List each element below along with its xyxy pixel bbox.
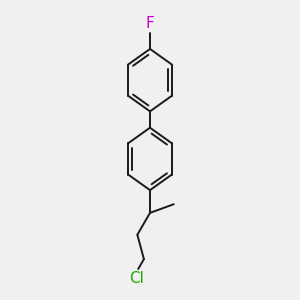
Text: F: F [146, 16, 154, 32]
Text: Cl: Cl [129, 271, 144, 286]
